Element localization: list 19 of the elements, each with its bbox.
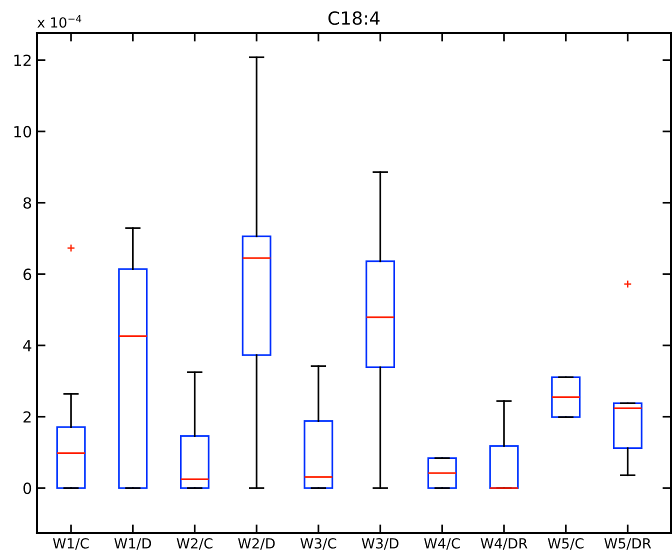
- x-tick-label: W4/DR: [480, 538, 528, 550]
- x-tick-label: W1/C: [53, 538, 89, 550]
- y-tick-label: 0: [23, 482, 32, 494]
- chart-title: C18:4: [328, 11, 380, 25]
- y-tick-label: 8: [23, 197, 32, 209]
- x-tick-label: W5/C: [548, 538, 584, 550]
- y-tick-label: 10: [14, 126, 32, 138]
- x-tick-label: W4/C: [424, 538, 460, 550]
- y-tick-label: 12: [14, 54, 31, 66]
- y-tick-label: 6: [23, 268, 32, 280]
- text: x 10$^{−4}$: [37, 15, 82, 28]
- x-tick-label: W2/D: [238, 538, 275, 550]
- x-tick-label: W1/D: [114, 538, 152, 550]
- y-tick-label: 4: [23, 340, 32, 352]
- x-tick-label: W3/C: [300, 538, 336, 550]
- y-tick-label: 2: [24, 411, 31, 423]
- x-tick-label: W2/C: [176, 538, 212, 550]
- x-tick-label: W3/D: [362, 538, 398, 550]
- x-tick-label: W5/DR: [604, 538, 652, 550]
